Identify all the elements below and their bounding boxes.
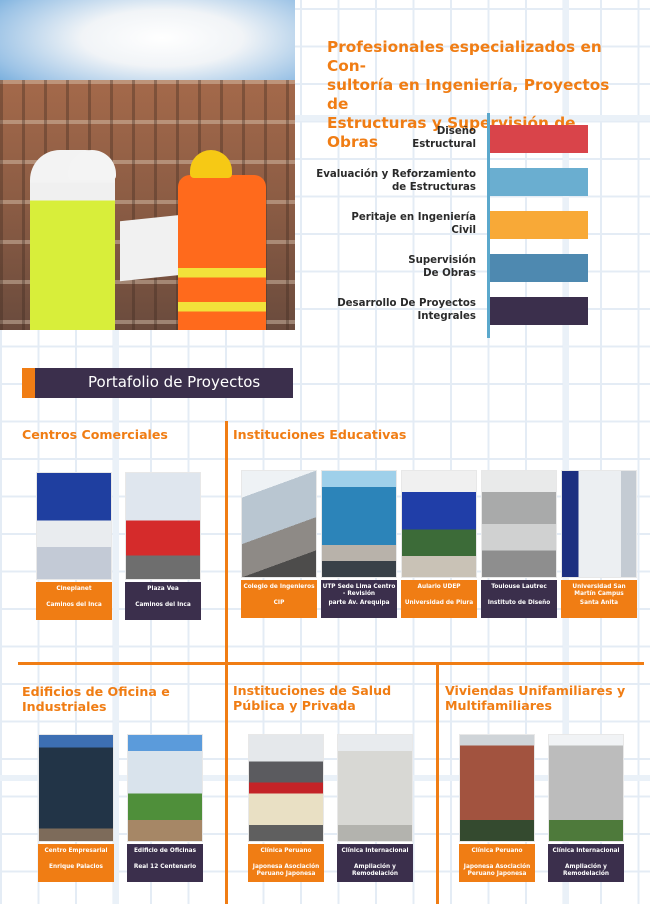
service-evaluacion-reforzamiento: Evaluación y Reforzamiento de Estructuras: [300, 168, 588, 198]
project-photo: [401, 470, 477, 578]
project-photo: [241, 470, 317, 578]
project-card-clinica-internacional[interactable]: Clínica Internacional Ampliación y Remod…: [337, 734, 413, 882]
service-bar: [490, 168, 588, 196]
category-title-edificios-oficina: Edificios de Oficina e Industriales: [22, 684, 170, 714]
project-photo: [481, 470, 557, 578]
project-caption: Colegio de Ingenieros CIP: [241, 580, 317, 618]
grid-line: [563, 0, 569, 904]
project-card-usmp[interactable]: Universidad San Martín Campus Santa Anit…: [561, 470, 637, 618]
service-bar: [490, 254, 588, 282]
project-card-plaza-vea[interactable]: Plaza Vea Caminos del Inca: [125, 472, 201, 620]
category-title-centros-comerciales: Centros Comerciales: [22, 427, 168, 442]
service-desarrollo-proyectos: Desarrollo De Proyectos Integrales: [300, 297, 588, 327]
project-card-utp[interactable]: UTP Sede Lima Centro - Revisión parte Av…: [321, 470, 397, 618]
service-label: Desarrollo De Proyectos Integrales: [337, 298, 476, 322]
project-card-vivienda-unifamiliar[interactable]: Clínica Peruano Japonesa Asociación Peru…: [459, 734, 535, 882]
portfolio-title: Portafolio de Proyectos: [88, 373, 261, 391]
grid-line: [0, 775, 650, 781]
grid-line: [0, 115, 650, 121]
portfolio-header: Portafolio de Proyectos: [22, 368, 293, 398]
project-card-clinica-peruano-japonesa[interactable]: Clínica Peruano Japonesa Asociación Peru…: [248, 734, 324, 882]
project-photo: [127, 734, 203, 842]
grid-line: [113, 0, 119, 904]
service-label: Diseño Estructural: [412, 126, 476, 150]
service-diseno-estructural: Diseño Estructural: [300, 125, 588, 155]
project-photo: [459, 734, 535, 842]
category-title-instituciones-educativas: Instituciones Educativas: [233, 427, 407, 442]
project-card-toulouse-lautrec[interactable]: Toulouse Lautrec Instituto de Diseño: [481, 470, 557, 618]
project-card-colegio-ingenieros[interactable]: Colegio de Ingenieros CIP: [241, 470, 317, 618]
divider-horizontal: [18, 662, 644, 665]
category-title-instituciones-salud: Instituciones de Salud Pública y Privada: [233, 683, 392, 713]
project-photo: [36, 472, 112, 580]
project-photo: [321, 470, 397, 578]
headline-line: Profesionales especializados en Con-: [327, 38, 602, 75]
service-label: Evaluación y Reforzamiento de Estructuras: [316, 169, 476, 193]
project-photo: [548, 734, 624, 842]
project-photo: [38, 734, 114, 842]
project-caption: Centro Empresarial Enrique Palacios: [38, 844, 114, 882]
project-caption: Clínica Internacional Ampliación y Remod…: [337, 844, 413, 882]
project-card-cineplanet[interactable]: Cineplanet Caminos del Inca: [36, 472, 112, 620]
service-label: Supervisión De Obras: [408, 255, 476, 279]
project-caption: Clínica Internacional Ampliación y Remod…: [548, 844, 624, 882]
project-caption: UTP Sede Lima Centro - Revisión parte Av…: [321, 580, 397, 618]
project-caption: Clínica Peruano Japonesa Asociación Peru…: [459, 844, 535, 882]
project-card-edificio-oficinas[interactable]: Edificio de Oficinas Real 12 Centenario: [127, 734, 203, 882]
service-bar: [490, 125, 588, 153]
hero-photo-engineers: [0, 0, 295, 330]
project-photo: [337, 734, 413, 842]
services-axis-line: [487, 113, 490, 338]
service-supervision: Supervisión De Obras: [300, 254, 588, 284]
project-caption: Toulouse Lautrec Instituto de Diseño: [481, 580, 557, 618]
project-caption: Cineplanet Caminos del Inca: [36, 582, 112, 620]
project-photo: [125, 472, 201, 580]
service-peritaje: Peritaje en Ingeniería Civil: [300, 211, 588, 241]
service-bar: [490, 297, 588, 325]
service-bar: [490, 211, 588, 239]
project-card-udep[interactable]: Aulario UDEP Universidad de Piura: [401, 470, 477, 618]
project-card-centro-empresarial[interactable]: Centro Empresarial Enrique Palacios: [38, 734, 114, 882]
project-card-vivienda-multifamiliar[interactable]: Clínica Internacional Ampliación y Remod…: [548, 734, 624, 882]
divider-vertical-right: [436, 663, 439, 904]
project-caption: Aulario UDEP Universidad de Piura: [401, 580, 477, 618]
headline-line: sultoría en Ingeniería, Proyectos de: [327, 76, 610, 113]
project-caption: Clínica Peruano Japonesa Asociación Peru…: [248, 844, 324, 882]
project-photo: [248, 734, 324, 842]
project-photo: [561, 470, 637, 578]
service-label: Peritaje en Ingeniería Civil: [351, 212, 476, 236]
project-caption: Universidad San Martín Campus Santa Anit…: [561, 580, 637, 618]
category-title-viviendas: Viviendas Unifamiliares y Multifamiliares: [445, 683, 626, 713]
project-caption: Edificio de Oficinas Real 12 Centenario: [127, 844, 203, 882]
portfolio-header-accent: [22, 368, 35, 398]
project-caption: Plaza Vea Caminos del Inca: [125, 582, 201, 620]
